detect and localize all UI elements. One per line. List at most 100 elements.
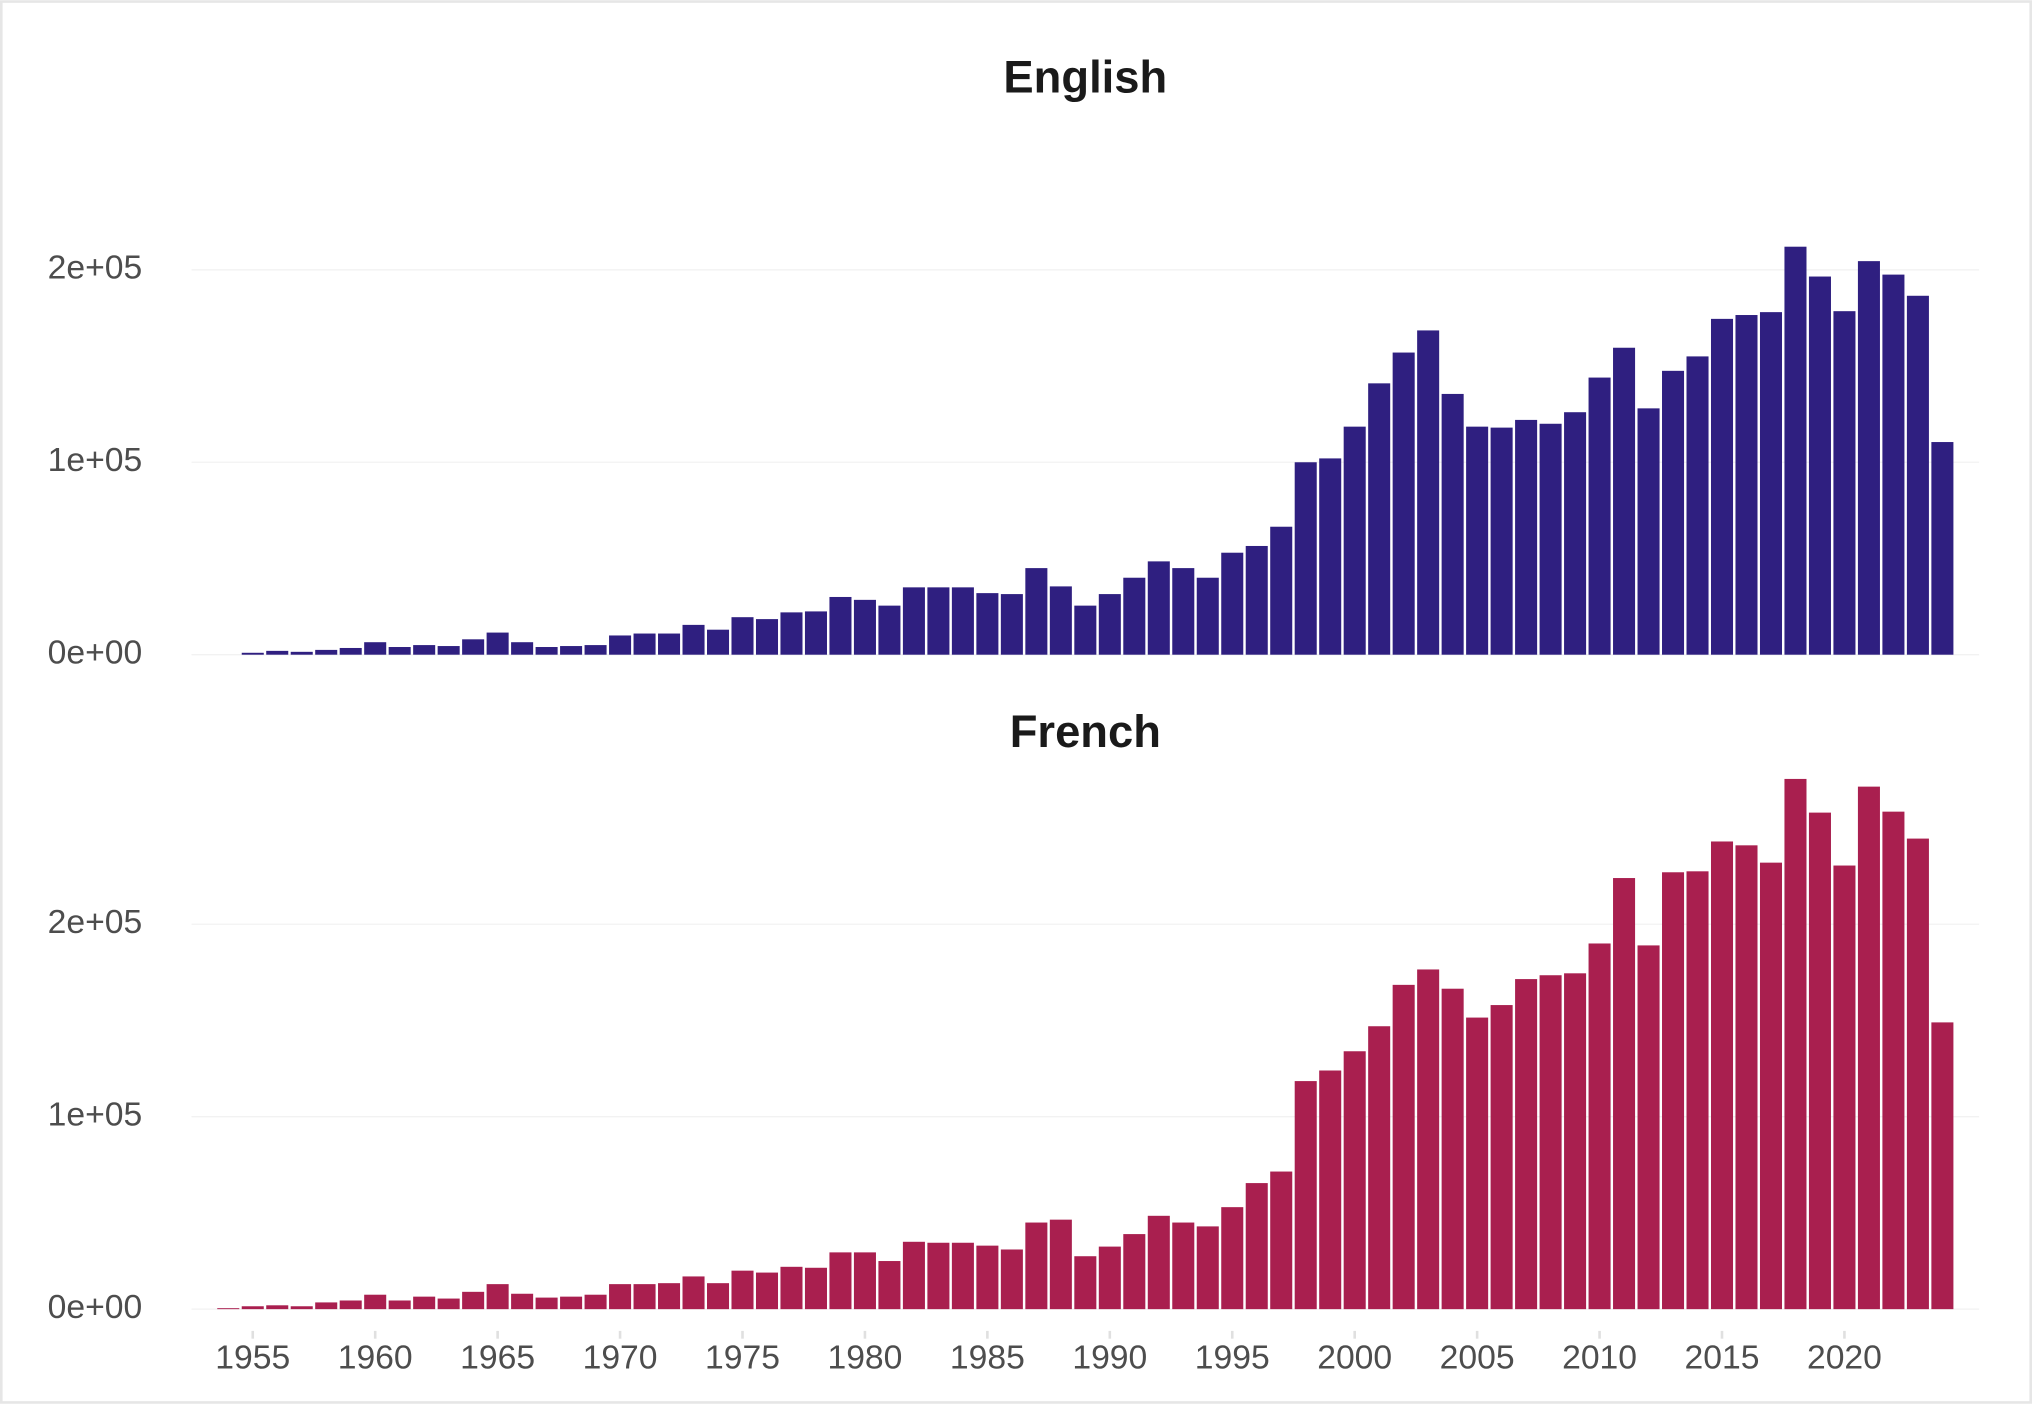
bar bbox=[1613, 878, 1636, 1310]
x-tick-label: 2015 bbox=[1685, 1339, 1760, 1376]
bar bbox=[1368, 1026, 1391, 1310]
x-tick-label: 2005 bbox=[1440, 1339, 1515, 1376]
y-tick-label: 0e+00 bbox=[48, 635, 143, 672]
bar bbox=[1759, 862, 1783, 1310]
bar bbox=[976, 1245, 999, 1310]
bar bbox=[1613, 347, 1636, 655]
bar bbox=[1270, 526, 1293, 655]
bar bbox=[780, 1266, 803, 1310]
y-tick-label: 0e+00 bbox=[48, 1289, 143, 1326]
bar bbox=[706, 629, 730, 655]
bar bbox=[1025, 568, 1048, 655]
y-tick-label: 2e+05 bbox=[48, 904, 143, 941]
bar bbox=[1172, 568, 1195, 655]
bar bbox=[1074, 1256, 1097, 1310]
bar bbox=[1245, 545, 1268, 655]
bar bbox=[1515, 419, 1538, 655]
y-tick-label: 1e+05 bbox=[48, 1097, 143, 1134]
x-tick-label: 2000 bbox=[1317, 1339, 1392, 1376]
bar bbox=[1466, 426, 1489, 655]
bar bbox=[1123, 577, 1146, 655]
x-tick-label: 1990 bbox=[1072, 1339, 1147, 1376]
bar bbox=[1857, 786, 1880, 1310]
bar bbox=[1833, 865, 1856, 1310]
bar bbox=[1392, 984, 1415, 1310]
bar bbox=[1784, 246, 1807, 655]
bar bbox=[1759, 312, 1783, 655]
bar bbox=[633, 1284, 656, 1310]
bar bbox=[902, 587, 925, 655]
bar bbox=[1906, 295, 1929, 655]
bar bbox=[706, 1283, 730, 1310]
bar bbox=[413, 1296, 436, 1310]
bar bbox=[1662, 872, 1685, 1310]
bar bbox=[1564, 973, 1587, 1310]
bar bbox=[1466, 1017, 1489, 1310]
y-tick-label: 1e+05 bbox=[48, 442, 143, 479]
bar bbox=[1735, 315, 1758, 655]
bar bbox=[1000, 594, 1023, 655]
bar bbox=[1221, 1207, 1244, 1310]
bar bbox=[853, 1252, 876, 1310]
bar bbox=[1931, 442, 1954, 655]
bar bbox=[1808, 276, 1831, 655]
bar bbox=[927, 1242, 950, 1310]
bar bbox=[364, 642, 387, 655]
bar bbox=[1686, 356, 1709, 655]
bar bbox=[1735, 845, 1758, 1310]
bar bbox=[755, 1272, 779, 1310]
bar bbox=[804, 1267, 827, 1310]
bar bbox=[1686, 871, 1709, 1310]
bar bbox=[780, 612, 803, 655]
x-tick-label: 1985 bbox=[950, 1339, 1025, 1376]
bar bbox=[804, 611, 827, 655]
bar bbox=[682, 1276, 705, 1310]
bar bbox=[1906, 838, 1929, 1310]
bar bbox=[1784, 778, 1807, 1310]
bar bbox=[1245, 1183, 1268, 1310]
x-tick-label: 2010 bbox=[1562, 1339, 1637, 1376]
bar bbox=[1270, 1171, 1293, 1310]
bar bbox=[339, 1300, 362, 1310]
x-tick-label: 1965 bbox=[460, 1339, 535, 1376]
bar bbox=[1588, 943, 1611, 1310]
bar bbox=[1000, 1249, 1023, 1310]
bar bbox=[437, 646, 460, 655]
bar bbox=[878, 1261, 901, 1310]
bar bbox=[902, 1241, 925, 1310]
bar bbox=[339, 647, 362, 655]
bar bbox=[1196, 577, 1219, 655]
bar bbox=[315, 1302, 338, 1310]
bar bbox=[927, 587, 950, 655]
y-tick-label: 2e+05 bbox=[48, 250, 143, 287]
bar bbox=[1931, 1022, 1954, 1310]
bar bbox=[1343, 1051, 1366, 1310]
bar bbox=[1539, 423, 1562, 655]
bar bbox=[609, 635, 632, 655]
bar bbox=[1490, 1005, 1513, 1310]
bar bbox=[1441, 393, 1464, 655]
x-tick-label: 1960 bbox=[338, 1339, 413, 1376]
bar bbox=[633, 633, 656, 655]
x-tick-label: 1975 bbox=[705, 1339, 780, 1376]
panel-title: French bbox=[1010, 706, 1161, 757]
bar bbox=[853, 599, 876, 655]
bar bbox=[951, 587, 974, 655]
bar bbox=[1588, 377, 1611, 655]
bar bbox=[1539, 975, 1562, 1310]
bar bbox=[658, 633, 681, 655]
bar bbox=[486, 632, 509, 655]
bar bbox=[1098, 594, 1121, 655]
bar bbox=[1662, 370, 1685, 655]
bar bbox=[731, 1270, 754, 1310]
bar bbox=[1882, 274, 1905, 655]
bar bbox=[878, 605, 901, 655]
bar bbox=[364, 1294, 387, 1310]
x-tick-label: 1970 bbox=[583, 1339, 658, 1376]
bar bbox=[1882, 811, 1905, 1310]
bar bbox=[241, 1306, 264, 1310]
bar bbox=[511, 642, 534, 655]
bar bbox=[1808, 812, 1831, 1310]
bar bbox=[486, 1284, 509, 1310]
